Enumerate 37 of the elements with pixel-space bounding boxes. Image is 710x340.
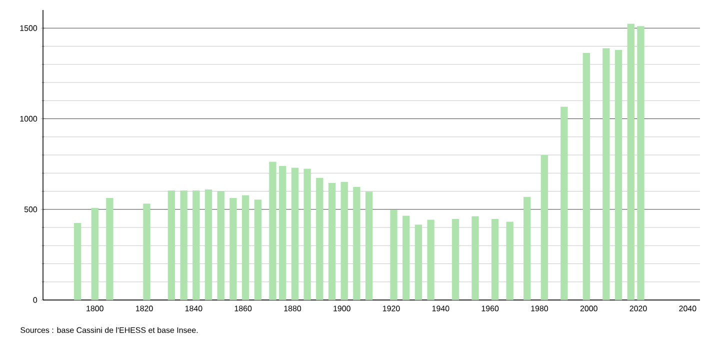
bar (91, 208, 98, 300)
bar (143, 204, 150, 300)
bar (168, 190, 176, 300)
bar (627, 24, 634, 300)
bar (291, 168, 299, 300)
bar (506, 222, 514, 300)
bar (452, 218, 460, 300)
bar (560, 106, 568, 300)
bar (402, 216, 410, 300)
bar (269, 162, 276, 300)
bar (316, 178, 324, 300)
bar (328, 182, 336, 300)
bar (637, 26, 644, 300)
bar (365, 192, 373, 300)
bar (192, 190, 200, 300)
bar (180, 190, 188, 300)
bar (340, 182, 348, 300)
bar (74, 222, 82, 300)
bar (582, 52, 590, 300)
bar (427, 220, 434, 300)
bar (614, 50, 622, 300)
bar (204, 189, 212, 300)
bar (602, 48, 610, 300)
bar (414, 224, 422, 300)
bar (540, 155, 548, 300)
bar (491, 218, 499, 300)
bar (353, 186, 360, 300)
bar (472, 216, 479, 300)
bar (106, 198, 114, 300)
bar (304, 168, 311, 300)
bar (279, 166, 286, 300)
bar (217, 191, 224, 300)
bar (254, 200, 262, 300)
bar (390, 210, 398, 300)
bar (524, 196, 531, 300)
bar (230, 198, 237, 300)
bar (242, 195, 250, 300)
